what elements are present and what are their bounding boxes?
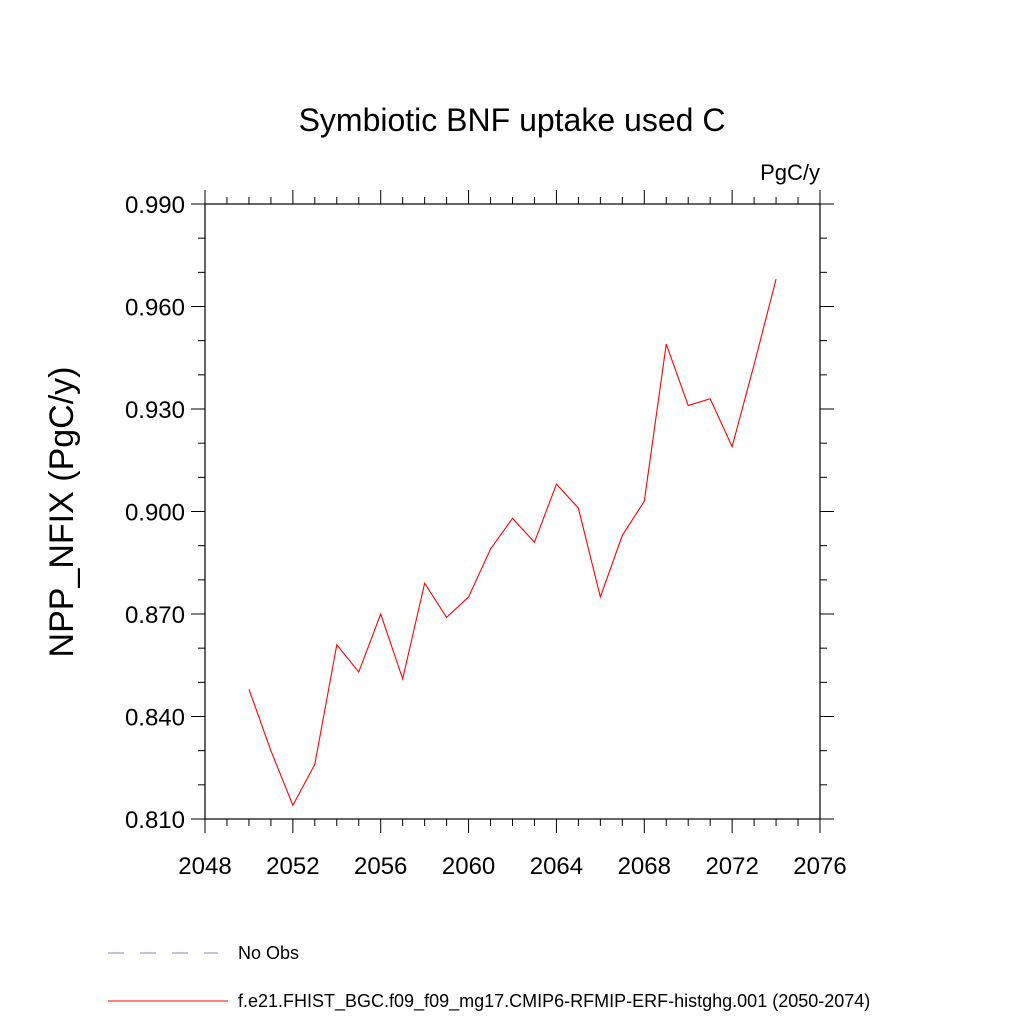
y-tick-label: 0.810: [125, 807, 185, 834]
y-tick-label: 0.870: [125, 602, 185, 629]
legend-label-model-run: f.e21.FHIST_BGC.f09_f09_mg17.CMIP6-RFMIP…: [238, 991, 870, 1012]
y-tick-labels: 0.810 0.840 0.870 0.900 0.930 0.960 0.990: [125, 192, 185, 834]
y-tick-label: 0.960: [125, 295, 185, 322]
x-tick-label: 2068: [618, 853, 671, 880]
legend: No Obs f.e21.FHIST_BGC.f09_f09_mg17.CMIP…: [108, 943, 870, 1012]
series-layer: [248, 279, 777, 807]
x-tick-label: 2052: [266, 853, 319, 880]
axis-ticks: [191, 190, 834, 833]
series-line: [248, 279, 777, 807]
plot-frame: [204, 203, 821, 820]
x-tick-label: 2056: [354, 853, 407, 880]
chart-title: Symbiotic BNF uptake used C: [299, 102, 726, 138]
y-tick-label: 0.900: [125, 500, 185, 527]
x-tick-label: 2072: [705, 853, 758, 880]
y-tick-label: 0.930: [125, 397, 185, 424]
x-tick-label: 2048: [178, 853, 231, 880]
x-tick-label: 2076: [793, 853, 846, 880]
y-tick-label: 0.840: [125, 705, 185, 732]
legend-label-no-obs: No Obs: [238, 943, 299, 963]
y-tick-label: 0.990: [125, 192, 185, 219]
x-tick-label: 2060: [442, 853, 495, 880]
units-label: PgC/y: [760, 160, 820, 185]
x-tick-label: 2064: [530, 853, 583, 880]
y-axis-label: NPP_NFIX (PgC/y): [43, 367, 81, 658]
x-tick-labels: 2048 2052 2056 2060 2064 2068 2072 2076: [178, 853, 846, 880]
